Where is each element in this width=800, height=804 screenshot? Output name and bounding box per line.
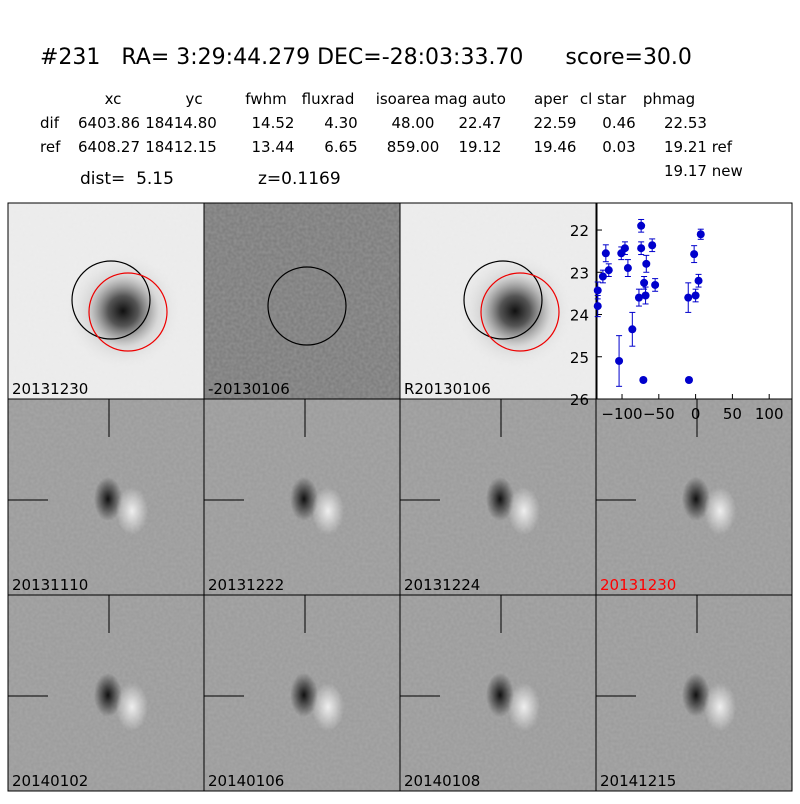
column-header: cl star	[580, 90, 627, 108]
column-header: mag auto	[434, 90, 506, 108]
column-header: fwhm	[245, 90, 286, 108]
table-cell: 0.46	[602, 114, 635, 132]
table-cell: dif	[40, 114, 60, 132]
data-point	[604, 266, 613, 275]
table-cell: 19.12	[459, 138, 502, 156]
data-point	[642, 259, 651, 268]
y-tick-label: 25	[570, 349, 589, 367]
data-point	[637, 244, 646, 253]
plot-area	[596, 202, 793, 400]
data-point	[598, 272, 607, 281]
image-panel: 20140106	[203, 594, 401, 792]
light-curve: 22 23 24 25 26 −100 −50 0 50 100	[570, 202, 793, 423]
table-cell: 19.46	[534, 138, 577, 156]
data-point	[684, 293, 693, 302]
y-tick-label: 23	[570, 264, 589, 282]
data-point	[593, 302, 602, 311]
column-header: fluxrad	[302, 90, 355, 108]
image-panel: 20131110	[7, 398, 205, 596]
table-cell: 14.52	[252, 114, 295, 132]
x-tick-label: −100	[601, 405, 642, 423]
image-panel: 20141215	[595, 594, 793, 792]
column-header: xc	[105, 90, 122, 108]
data-point	[615, 356, 624, 365]
panel-label: 20131110	[12, 576, 88, 594]
data-point	[593, 286, 602, 295]
table-cell: 0.03	[602, 138, 635, 156]
data-point	[694, 276, 703, 285]
panel-label: -20130106	[208, 380, 290, 398]
table-cell: 18412.15	[145, 138, 217, 156]
x-tick-label: −50	[643, 405, 675, 423]
data-point	[641, 291, 650, 300]
data-point	[601, 249, 610, 258]
redshift: z=0.1169	[258, 169, 341, 189]
panels: 20131230 -20130106 R20130106 20131110 201312…	[7, 202, 793, 792]
table-cell: 6408.27	[78, 138, 140, 156]
title: #231 RA= 3:29:44.279 DEC=-28:03:33.70 sc…	[40, 45, 692, 70]
table-cell: 22.59	[534, 114, 577, 132]
y-tick-label: 26	[570, 391, 589, 409]
image-panel: R20130106	[399, 202, 597, 400]
data-point	[690, 250, 699, 259]
data-point	[696, 230, 705, 239]
column-header: yc	[185, 90, 202, 108]
table-cell: 6403.86	[78, 114, 140, 132]
y-tick-label: 24	[570, 307, 589, 325]
data-point	[648, 241, 657, 250]
panel-label: 20140102	[12, 772, 88, 790]
table-cell: 22.53	[664, 114, 707, 132]
data-point	[684, 375, 693, 384]
data-point	[640, 278, 649, 287]
table-cell: ref	[40, 138, 61, 156]
panel-label: 20140108	[404, 772, 480, 790]
panel-label: 20141215	[600, 772, 676, 790]
table: xc yc fwhm fluxrad isoarea mag auto aper cl sta…	[40, 90, 733, 156]
data-point	[634, 293, 643, 302]
table-cell: 4.30	[324, 114, 357, 132]
data-point	[628, 325, 637, 334]
data-point	[691, 291, 700, 300]
table-cell: 19.21 ref	[664, 138, 733, 156]
image-panel: 20140108	[399, 594, 597, 792]
table-cell: 13.44	[252, 138, 295, 156]
table-cell: 6.65	[324, 138, 357, 156]
data-point	[623, 264, 632, 273]
image-panel: 20131222	[203, 398, 401, 596]
table-cell: 859.00	[387, 138, 440, 156]
column-header: phmag	[643, 90, 695, 108]
x-tick-label: 50	[723, 405, 742, 423]
table-cell: 18414.80	[145, 114, 217, 132]
image-panel: -20130106	[203, 202, 401, 400]
panel-label: 20131230	[12, 380, 88, 398]
panel-label: 20131222	[208, 576, 284, 594]
x-tick-label: 100	[755, 405, 784, 423]
panel-label: R20130106	[404, 380, 491, 398]
panel-label: 20131230	[600, 576, 676, 594]
image-panel: 20131230	[7, 202, 205, 400]
panel-label: 20140106	[208, 772, 284, 790]
column-header: isoarea	[376, 90, 431, 108]
data-point	[639, 375, 648, 384]
data-point	[651, 280, 660, 289]
image-panel: 20131224	[399, 398, 597, 596]
panel-label: 20131224	[404, 576, 480, 594]
table-cell: 48.00	[392, 114, 435, 132]
column-header: aper	[534, 90, 569, 108]
dist: dist= 5.15	[80, 169, 174, 189]
x-tick-label: 0	[691, 405, 701, 423]
data-point	[637, 221, 646, 230]
data-point	[620, 244, 629, 253]
new-phmag: 19.17 new	[664, 162, 743, 180]
y-tick-label: 22	[570, 222, 589, 240]
table-cell: 22.47	[459, 114, 502, 132]
image-panel: 20131230	[595, 398, 793, 596]
image-panel: 20140102	[7, 594, 205, 792]
